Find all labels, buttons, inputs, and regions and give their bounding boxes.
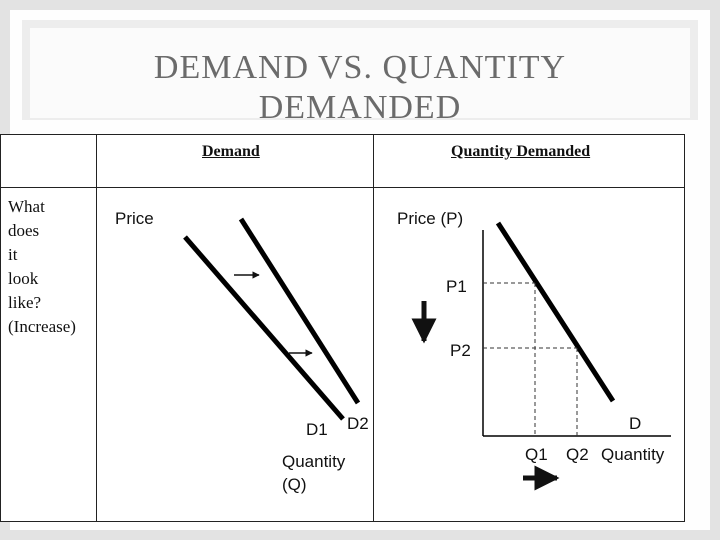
- demand-shift-diagram: Price D1 D2 Quantity (Q): [115, 209, 369, 494]
- q2-label: Q2: [566, 445, 589, 464]
- curve-d2-label: D2: [347, 414, 369, 433]
- row-header-line: it: [8, 245, 18, 264]
- curve-d1-label: D1: [306, 420, 328, 439]
- row-header-line: like?: [8, 293, 42, 312]
- row-header: What does it look like? (Increase): [8, 195, 94, 339]
- demand-x-axis-label-unit: (Q): [282, 475, 307, 494]
- demand-curve-d2: [238, 217, 361, 405]
- qd-x-axis-label: Quantity: [601, 445, 665, 464]
- column-header-quantity-demanded: Quantity Demanded: [451, 143, 591, 160]
- demand-x-axis-label: Quantity: [282, 452, 346, 471]
- table-divider-2: [373, 135, 374, 521]
- demand-curve-d1: [183, 235, 345, 421]
- comparison-table: Demand Quantity Demanded What does it lo…: [0, 134, 685, 522]
- title-panel: DEMAND VS. QUANTITY DEMANDED: [30, 28, 690, 126]
- title-line-2: DEMANDED: [258, 89, 462, 126]
- table-divider-1: [96, 135, 97, 521]
- p2-label: P2: [450, 341, 471, 360]
- title-line-1: DEMAND VS. QUANTITY: [153, 49, 567, 86]
- row-header-line: (Increase): [8, 317, 76, 336]
- slide-title: DEMAND VS. QUANTITY DEMANDED: [140, 48, 580, 128]
- q1-label: Q1: [525, 445, 548, 464]
- row-header-line: does: [8, 221, 40, 240]
- quantity-demanded-diagram: Price (P) P1 P2 D Q1 Q2 Quantity: [397, 209, 671, 491]
- column-header-demand: Demand: [202, 143, 260, 160]
- qd-y-axis-label: Price (P): [397, 209, 463, 228]
- qd-curve-label: D: [629, 414, 641, 433]
- qd-demand-curve: [495, 221, 616, 403]
- row-header-line: What: [8, 197, 45, 216]
- p1-label: P1: [446, 277, 467, 296]
- row-header-line: look: [8, 269, 39, 288]
- demand-y-axis-label: Price: [115, 209, 154, 228]
- table-header-divider: [1, 187, 684, 188]
